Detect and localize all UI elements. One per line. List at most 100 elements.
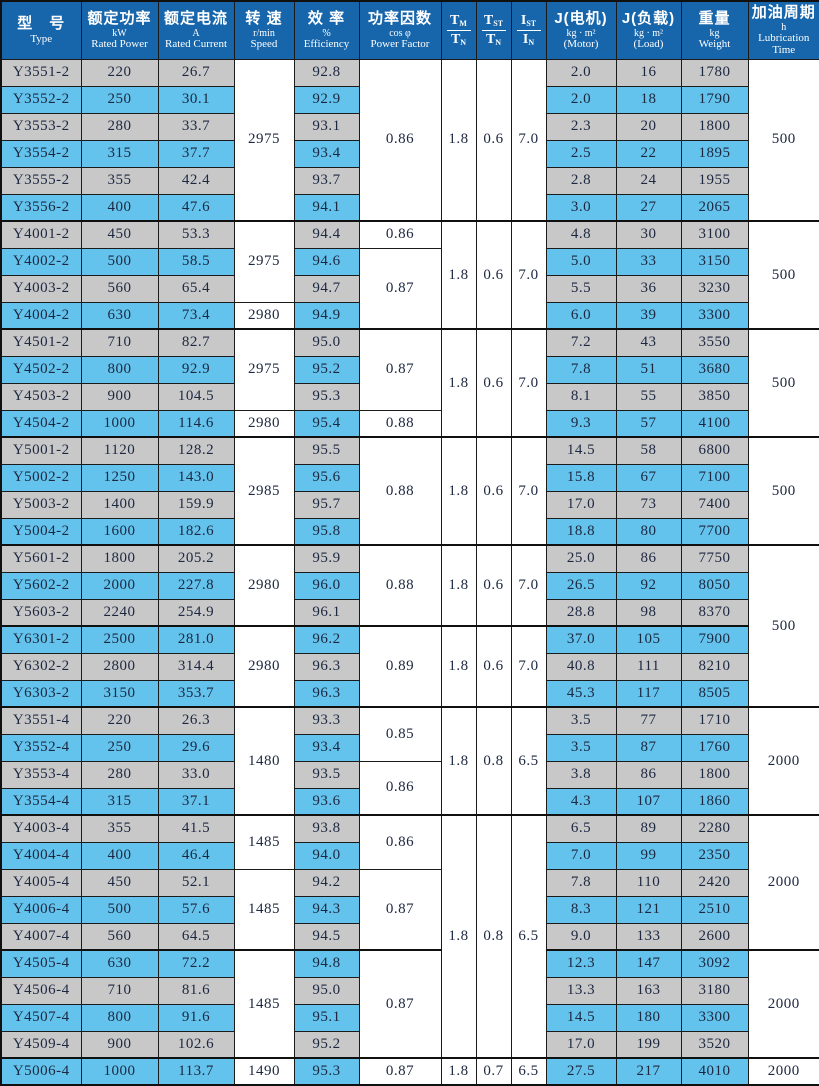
efficiency-cell: 93.3 — [293, 706, 360, 735]
weight-cell: 2350 — [680, 841, 749, 870]
power-cell: 710 — [80, 976, 159, 1005]
j_load-cell: 58 — [615, 436, 682, 465]
weight-cell: 1800 — [680, 112, 749, 141]
type-cell: Y4003-4 — [0, 814, 82, 843]
current-cell: 104.5 — [157, 382, 235, 411]
type-cell: Y5002-2 — [0, 463, 82, 492]
power-cell: 560 — [80, 922, 159, 951]
j_load-cell: 121 — [615, 895, 682, 924]
lub-cell: 500 — [747, 220, 819, 330]
weight-cell: 3300 — [680, 301, 749, 330]
current-cell: 30.1 — [157, 85, 235, 114]
table-row: Y3554-2 315 37.7 93.4 2.5 22 1895 — [0, 139, 819, 168]
efficiency-cell: 95.8 — [293, 517, 360, 546]
j_motor-cell: 3.5 — [545, 733, 617, 762]
efficiency-cell: 95.9 — [293, 544, 360, 573]
tm-cell: 1.8 — [440, 706, 477, 816]
j_load-cell: 55 — [615, 382, 682, 411]
type-cell: Y4503-2 — [0, 382, 82, 411]
efficiency-cell: 95.6 — [293, 463, 360, 492]
type-cell: Y4506-4 — [0, 976, 82, 1005]
efficiency-cell: 92.8 — [293, 58, 360, 87]
efficiency-cell: 95.5 — [293, 436, 360, 465]
type-cell: Y4502-2 — [0, 355, 82, 384]
efficiency-cell: 95.4 — [293, 409, 360, 438]
j_load-cell: 92 — [615, 571, 682, 600]
j_load-cell: 36 — [615, 274, 682, 303]
col-header-lub: 加油周期 h Lubrication Time — [747, 0, 819, 60]
table-row: Y5601-2 1800 205.2 2980 95.9 0.88 1.8 0.6 7.0 25.… — [0, 544, 819, 708]
current-cell: 102.6 — [157, 1030, 235, 1059]
col-header-type: 型 号 Type — [0, 0, 82, 60]
j_load-cell: 89 — [615, 814, 682, 843]
j_load-cell: 43 — [615, 328, 682, 357]
tm-cell: 1.8 — [440, 436, 477, 546]
j_motor-cell: 27.5 — [545, 1057, 617, 1086]
table-row: Y3556-2 400 47.6 94.1 3.0 27 2065 — [0, 193, 819, 222]
type-cell: Y3551-2 — [0, 58, 82, 87]
tst-cell: 0.6 — [475, 436, 512, 546]
weight-cell: 1860 — [680, 787, 749, 816]
power-cell: 355 — [80, 166, 159, 195]
j_load-cell: 51 — [615, 355, 682, 384]
speed-cell: 2975 — [233, 58, 295, 222]
table-row: Y3553-4 280 33.0 93.5 0.86 3.8 86 1800 — [0, 760, 819, 816]
tm-cell: 1.8 — [440, 328, 477, 438]
j_motor-cell: 5.0 — [545, 247, 617, 276]
power-cell: 800 — [80, 1003, 159, 1032]
j_load-cell: 87 — [615, 733, 682, 762]
type-cell: Y4003-2 — [0, 274, 82, 303]
type-cell: Y3554-2 — [0, 139, 82, 168]
current-cell: 91.6 — [157, 1003, 235, 1032]
ist-cell: 6.5 — [510, 814, 547, 1059]
efficiency-cell: 94.6 — [293, 247, 360, 276]
weight-cell: 4010 — [680, 1057, 749, 1086]
power-cell: 2240 — [80, 598, 159, 627]
power-cell: 900 — [80, 1030, 159, 1059]
weight-cell: 1710 — [680, 706, 749, 735]
lub-cell: 500 — [747, 58, 819, 222]
pf-cell: 0.85 — [358, 706, 442, 762]
weight-cell: 3150 — [680, 247, 749, 276]
j_motor-cell: 8.3 — [545, 895, 617, 924]
type-cell: Y4501-2 — [0, 328, 82, 357]
pf-cell: 0.87 — [358, 1057, 442, 1086]
efficiency-cell: 94.5 — [293, 922, 360, 951]
efficiency-cell: 95.2 — [293, 1030, 360, 1059]
current-cell: 254.9 — [157, 598, 235, 627]
efficiency-cell: 96.0 — [293, 571, 360, 600]
j_motor-cell: 18.8 — [545, 517, 617, 546]
col-header-power: 额定功率 kW Rated Power — [80, 0, 159, 60]
current-cell: 205.2 — [157, 544, 235, 573]
j_motor-cell: 9.0 — [545, 922, 617, 951]
weight-cell: 2420 — [680, 868, 749, 897]
weight-cell: 3850 — [680, 382, 749, 411]
speed-cell: 2975 — [233, 220, 295, 303]
efficiency-cell: 96.3 — [293, 679, 360, 708]
type-cell: Y4001-2 — [0, 220, 82, 249]
lub-cell: 2000 — [747, 814, 819, 951]
weight-cell: 2065 — [680, 193, 749, 222]
col-header-efficiency: 效 率% Efficiency — [293, 0, 360, 60]
j_load-cell: 110 — [615, 868, 682, 897]
j_load-cell: 80 — [615, 517, 682, 546]
current-cell: 52.1 — [157, 868, 235, 897]
j_motor-cell: 4.3 — [545, 787, 617, 816]
j_load-cell: 39 — [615, 301, 682, 330]
power-cell: 1000 — [80, 409, 159, 438]
col-header-ist: IST IN — [510, 0, 547, 60]
col-header-current: 额定电流 A Rated Current — [157, 0, 235, 60]
efficiency-cell: 93.6 — [293, 787, 360, 816]
j_load-cell: 86 — [615, 760, 682, 789]
j_load-cell: 27 — [615, 193, 682, 222]
j_load-cell: 18 — [615, 85, 682, 114]
lub-cell: 2000 — [747, 949, 819, 1059]
pf-cell: 0.86 — [358, 58, 442, 222]
tm-cell: 1.8 — [440, 58, 477, 222]
tst-cell: 0.7 — [475, 1057, 512, 1086]
j_load-cell: 105 — [615, 625, 682, 654]
power-cell: 400 — [80, 193, 159, 222]
weight-cell: 3680 — [680, 355, 749, 384]
efficiency-cell: 94.9 — [293, 301, 360, 330]
current-cell: 33.0 — [157, 760, 235, 789]
